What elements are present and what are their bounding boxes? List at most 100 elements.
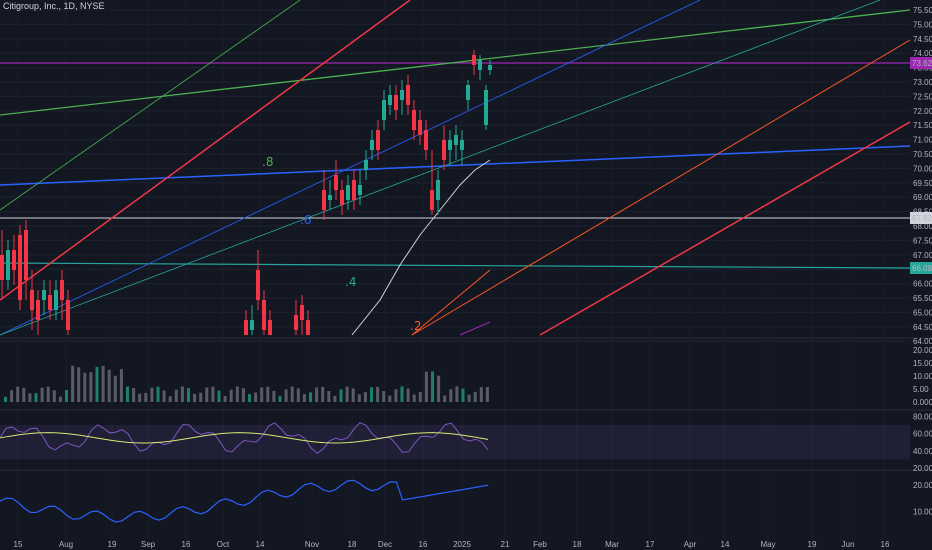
candle-body	[346, 185, 350, 200]
price-tick-label: 67.50	[913, 236, 932, 245]
time-tick-label: 14	[256, 540, 265, 549]
candle-body	[256, 270, 260, 300]
time-tick-label: 16	[881, 540, 890, 549]
volume-bar	[187, 388, 190, 402]
price-tick-label: 65.50	[913, 294, 932, 303]
volume-bar	[382, 391, 386, 402]
candle-body	[340, 190, 344, 205]
volume-bar	[400, 386, 404, 402]
price-tick-label: 67.00	[913, 251, 932, 260]
indicator-tick-label: 10.00	[913, 508, 932, 517]
volume-bar	[119, 369, 123, 402]
price-tick-label: 69.50	[913, 179, 932, 188]
volume-bar	[309, 392, 312, 402]
volume-bar	[363, 392, 367, 402]
volume-bar	[321, 386, 325, 402]
indicator-pane	[0, 479, 489, 523]
candle-body	[406, 85, 410, 105]
volume-bar	[34, 393, 38, 402]
candle-body	[352, 180, 356, 200]
volume-bar	[376, 386, 380, 402]
volume-bar	[113, 375, 117, 402]
volume-bar	[357, 394, 361, 402]
candle-body	[300, 305, 304, 320]
candle-body	[18, 235, 22, 300]
volume-bar	[58, 396, 62, 402]
fib-label: .6	[300, 213, 311, 227]
volume-bar	[290, 386, 294, 402]
candle-body	[262, 300, 266, 330]
price-tick-label: 73.00	[913, 78, 932, 87]
time-tick-label: Apr	[684, 540, 697, 549]
time-tick-label: Aug	[59, 540, 73, 549]
fib-line-purple-short	[459, 321, 491, 336]
volume-bar	[211, 386, 215, 402]
candle-body	[60, 280, 64, 300]
volume-bar	[180, 386, 184, 402]
volume-bar	[46, 386, 50, 402]
price-tick-label: 70.00	[913, 164, 932, 173]
volume-bar	[315, 387, 319, 402]
fib-line-0.8	[0, 0, 301, 211]
price-tick-label: 66.00	[913, 280, 932, 289]
candle-body	[334, 175, 338, 190]
volume-bar	[266, 386, 270, 402]
volume-bar	[89, 372, 93, 402]
volume-bar	[437, 375, 441, 402]
volume-bar	[156, 386, 160, 402]
price-tick-label: 75.00	[913, 20, 932, 29]
price-tag-label: 67.82	[912, 214, 932, 223]
price-tick-label: 72.50	[913, 92, 932, 101]
time-tick-label: Feb	[533, 540, 547, 549]
symbol-title[interactable]: Citigroup, Inc., 1D, NYSE	[3, 1, 105, 11]
orange-channel-line	[411, 39, 911, 336]
volume-bar	[406, 388, 410, 402]
fib-label: .8	[262, 155, 273, 169]
candle-body	[418, 120, 422, 135]
price-tick-label: 71.50	[913, 121, 932, 130]
volume-bar	[370, 387, 373, 402]
time-tick-label: 14	[721, 540, 730, 549]
time-tick-label: 16	[182, 540, 191, 549]
volume-series	[4, 365, 489, 402]
time-tick-label: 2025	[453, 540, 471, 549]
volume-bar	[235, 386, 239, 402]
volume-bar	[333, 395, 337, 402]
volume-bar	[40, 387, 44, 402]
volume-bar	[284, 389, 288, 402]
price-tick-label: 75.50	[913, 6, 932, 15]
volume-bar	[443, 395, 447, 402]
candle-body	[472, 55, 476, 65]
time-tick-label: May	[760, 540, 775, 549]
volume-bar	[412, 394, 416, 402]
time-tick-label: 19	[108, 540, 117, 549]
fib-line-0.2	[411, 269, 491, 336]
volume-bar	[199, 392, 203, 402]
price-tick-label: 74.00	[913, 49, 932, 58]
volume-bar	[126, 386, 129, 402]
candle-body	[400, 90, 404, 100]
rsi-pane	[0, 422, 910, 460]
volume-bar	[10, 390, 14, 402]
volume-bar	[449, 389, 453, 402]
volume-bar	[467, 394, 471, 402]
candle-body	[322, 190, 326, 210]
volume-bar	[302, 394, 306, 402]
price-axis[interactable]: 75.5075.0074.5074.0073.5073.0072.5072.00…	[910, 6, 932, 517]
volume-bar	[327, 390, 331, 402]
price-tick-label: 69.00	[913, 193, 932, 202]
volume-bar	[461, 388, 465, 402]
time-tick-label: 19	[808, 540, 817, 549]
volume-bar	[22, 387, 26, 402]
time-axis[interactable]: 15 Aug 19 Sep 16 Oct 14 Nov 18 Dec 16 2025 21 Feb 18 Ma…	[14, 540, 890, 549]
rsi-line	[0, 422, 489, 454]
candle-body	[484, 90, 488, 125]
price-tag-label: 66.08	[912, 264, 932, 273]
red-channel-upper	[0, 0, 411, 301]
volume-bar	[229, 389, 233, 402]
volume-tick-label: 20.00	[913, 346, 932, 355]
rsi-tick-label: 60.00	[913, 430, 932, 439]
time-tick-label: 15	[14, 540, 23, 549]
candle-body	[250, 320, 254, 330]
